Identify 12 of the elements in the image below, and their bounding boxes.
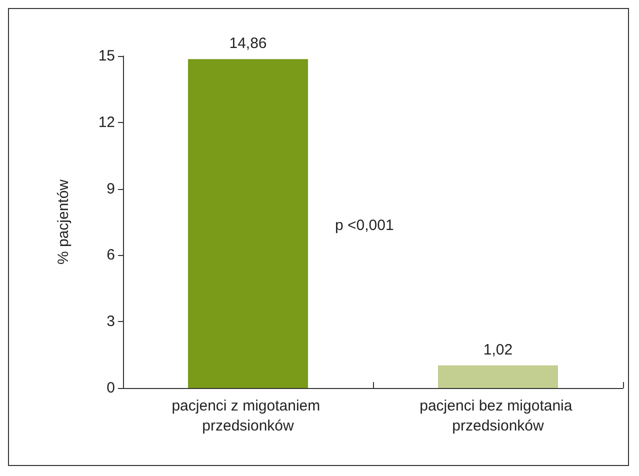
y-tick-label: 12 xyxy=(98,114,115,131)
x-tick-label: pacjenci z migotaniem przedsionków xyxy=(172,398,324,434)
data-label: 1,02 xyxy=(483,341,513,358)
annotation: p <0,001 xyxy=(335,217,394,234)
y-tick-label: 6 xyxy=(106,246,115,264)
y-tick-label: 0 xyxy=(106,380,115,396)
y-tick-label: 15 xyxy=(98,48,115,64)
y-axis-title: % pacjentów xyxy=(55,179,72,265)
x-tick-label: pacjenci bez migotania przedsionków xyxy=(420,398,576,434)
y-tick-label: 3 xyxy=(106,313,115,330)
data-label: 14,86 xyxy=(229,35,267,52)
y-tick-label: 9 xyxy=(106,180,115,198)
